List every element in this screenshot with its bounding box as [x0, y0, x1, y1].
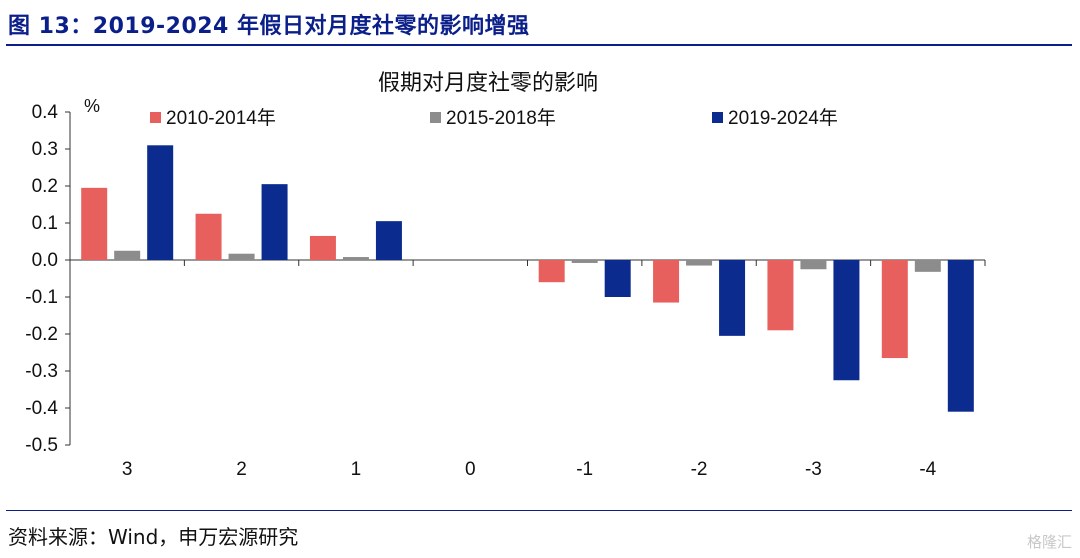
chart-title: 假期对月度社零的影响 [378, 70, 598, 95]
bar-2010-2014年--3 [767, 260, 794, 331]
legend-label: 2010-2014年 [166, 107, 276, 129]
y-tick-label: 0.4 [32, 102, 59, 123]
bar-2015-2018年-1 [342, 257, 369, 260]
footer-divider [6, 510, 1072, 511]
bar-2019-2024年-3 [147, 145, 174, 260]
bar-2015-2018年--4 [914, 260, 941, 272]
bar-chart: 假期对月度社零的影响 % 2010-2014年 2015-2018年 2019-20… [25, 70, 986, 480]
bar-2010-2014年-2 [195, 213, 222, 260]
bar-2019-2024年-1 [375, 221, 402, 260]
y-tick-label: 0.0 [32, 250, 58, 271]
x-tick-label: -2 [691, 459, 708, 480]
y-tick-label: -0.4 [25, 398, 58, 419]
y-axis: 0.4 0.3 0.2 0.1 0.0 -0.1 -0.2 -0.3 -0.4 -0.5 [25, 102, 71, 456]
figure-title: 图 13：2019-2024 年假日对月度社零的影响增强 [8, 14, 530, 39]
bar-2015-2018年-3 [114, 250, 141, 260]
y-tick-label: 0.2 [32, 176, 58, 197]
x-tick-label: -4 [919, 459, 936, 480]
bar-2015-2018年--3 [800, 260, 827, 270]
bar-2019-2024年-2 [261, 184, 288, 260]
y-tick-label: -0.1 [25, 287, 58, 308]
y-tick-label: -0.3 [25, 361, 58, 382]
bar-2015-2018年--1 [571, 260, 598, 263]
bar-2019-2024年--4 [947, 260, 974, 412]
y-tick-label: 0.3 [32, 139, 58, 160]
bar-2010-2014年-3 [81, 187, 108, 260]
legend-swatch [150, 112, 161, 123]
title-divider [6, 44, 1072, 46]
bar-2019-2024年--2 [719, 260, 746, 336]
watermark-logo: 格隆汇 [1026, 533, 1072, 551]
bar-2015-2018年--2 [686, 260, 713, 266]
bars [81, 145, 974, 412]
bar-2010-2014年-1 [309, 235, 336, 260]
bar-2010-2014年--2 [653, 260, 680, 303]
y-tick-label: -0.5 [25, 435, 58, 456]
x-tick-label: 2 [236, 459, 247, 480]
bar-2015-2018年-2 [228, 253, 255, 260]
x-tick-label: -1 [576, 459, 593, 480]
y-tick-label: 0.1 [32, 213, 58, 234]
y-tick-label: -0.2 [25, 324, 58, 345]
bar-2010-2014年--4 [881, 260, 908, 359]
bar-2019-2024年--1 [604, 260, 631, 297]
legend-label: 2015-2018年 [446, 107, 556, 129]
bar-2019-2024年--3 [833, 260, 860, 381]
source-note: 资料来源：Wind，申万宏源研究 [8, 525, 299, 549]
x-tick-label: -3 [805, 459, 822, 480]
y-axis-unit: % [84, 96, 100, 116]
x-tick-label: 0 [465, 459, 476, 480]
x-tick-label: 3 [122, 459, 133, 480]
x-tick-label: 1 [351, 459, 362, 480]
legend-swatch [712, 112, 723, 123]
bar-2010-2014年--1 [538, 260, 565, 283]
x-axis: 3 2 1 0 -1 -2 -3 -4 [69, 259, 986, 480]
legend: 2010-2014年 2015-2018年 2019-2024年 [150, 107, 838, 129]
legend-swatch [430, 112, 441, 123]
legend-label: 2019-2024年 [728, 107, 838, 129]
